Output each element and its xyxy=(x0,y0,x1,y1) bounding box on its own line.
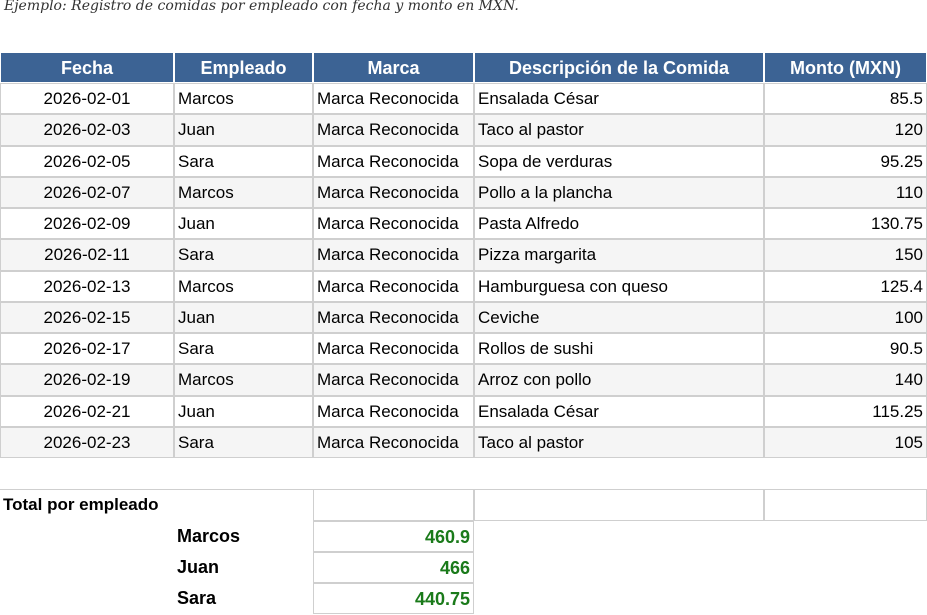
table-cell: Sopa de verduras xyxy=(474,145,764,177)
table-cell: Ceviche xyxy=(474,301,764,333)
header-cell: Marca xyxy=(313,52,474,83)
table-cell: Pizza margarita xyxy=(474,239,764,271)
table-cell: Ensalada César xyxy=(474,83,764,115)
table-cell: 105 xyxy=(764,426,927,458)
table-cell: 2026-02-05 xyxy=(0,145,174,177)
table-cell: Juan xyxy=(174,301,313,333)
table-cell: 150 xyxy=(764,239,927,271)
table-cell: Sara xyxy=(174,239,313,271)
table-cell: Marcos xyxy=(174,176,313,208)
table-cell: Sara xyxy=(174,145,313,177)
note: Ejemplo: Registro de comidas por emplead… xyxy=(4,0,519,14)
table-cell: Marca Reconocida xyxy=(313,208,474,240)
table-cell: 2026-02-17 xyxy=(0,333,174,365)
table-cell: 2026-02-03 xyxy=(0,114,174,146)
header-cell: Descripción de la Comida xyxy=(474,52,764,83)
table-cell: 2026-02-11 xyxy=(0,239,174,271)
table-cell: Sara xyxy=(174,333,313,365)
table-cell: 140 xyxy=(764,364,927,396)
table-cell: Marca Reconocida xyxy=(313,426,474,458)
table-cell: Marcos xyxy=(174,364,313,396)
employee-total: 460.9 xyxy=(313,520,474,552)
table-cell: Rollos de sushi xyxy=(474,333,764,365)
table-cell: 115.25 xyxy=(764,395,927,427)
header-cell: Fecha xyxy=(0,52,174,83)
header-cell: Empleado xyxy=(174,52,313,83)
table-cell: Marca Reconocida xyxy=(313,145,474,177)
table-cell: Marca Reconocida xyxy=(313,333,474,365)
table-cell: 2026-02-09 xyxy=(0,208,174,240)
table-cell: Marca Reconocida xyxy=(313,395,474,427)
table-cell: 2026-02-07 xyxy=(0,176,174,208)
table-cell: Marca Reconocida xyxy=(313,364,474,396)
table-cell: Marcos xyxy=(174,270,313,302)
table-cell: 100 xyxy=(764,301,927,333)
table-cell: 85.5 xyxy=(764,83,927,115)
table-cell: Arroz con pollo xyxy=(474,364,764,396)
table-cell: 110 xyxy=(764,176,927,208)
empty-cell xyxy=(313,489,474,521)
table-cell: 120 xyxy=(764,114,927,146)
table-cell: Juan xyxy=(174,395,313,427)
employee-name: Marcos xyxy=(177,525,241,546)
employee-name: Juan xyxy=(177,556,220,577)
employee-name: Sara xyxy=(177,588,217,608)
employee-total: 466 xyxy=(313,551,474,583)
table-cell: Hamburguesa con queso xyxy=(474,270,764,302)
table-cell: 90.5 xyxy=(764,333,927,365)
header-cell: Monto (MXN) xyxy=(764,52,927,83)
table-cell: Pasta Alfredo xyxy=(474,208,764,240)
employee-total: 440.75 xyxy=(313,583,474,615)
table-cell: 95.25 xyxy=(764,145,927,177)
table-cell: 2026-02-19 xyxy=(0,364,174,396)
empty-cell xyxy=(474,489,764,521)
table-cell: Pollo a la plancha xyxy=(474,176,764,208)
table-cell: Marca Reconocida xyxy=(313,270,474,302)
table-cell: Marca Reconocida xyxy=(313,239,474,271)
table-cell: Marca Reconocida xyxy=(313,114,474,146)
table-cell: 2026-02-23 xyxy=(0,426,174,458)
table-cell: 130.75 xyxy=(764,208,927,240)
table-cell: Marca Reconocida xyxy=(313,301,474,333)
table-cell: Marca Reconocida xyxy=(313,83,474,115)
totals-label: Total por empleado xyxy=(0,489,313,520)
table-cell: 2026-02-21 xyxy=(0,395,174,427)
table-cell: 125.4 xyxy=(764,270,927,302)
table-cell: Ensalada César xyxy=(474,395,764,427)
table-cell: 2026-02-15 xyxy=(0,301,174,333)
table-cell: Taco al pastor xyxy=(474,114,764,146)
table-cell: 2026-02-01 xyxy=(0,83,174,115)
table-cell: Marcos xyxy=(174,83,313,115)
table-cell: Juan xyxy=(174,114,313,146)
table-cell: Sara xyxy=(174,426,313,458)
table-cell: Taco al pastor xyxy=(474,426,764,458)
table-cell: Juan xyxy=(174,208,313,240)
empty-cell xyxy=(764,489,927,521)
table-cell: 2026-02-13 xyxy=(0,270,174,302)
table-cell: Marca Reconocida xyxy=(313,176,474,208)
